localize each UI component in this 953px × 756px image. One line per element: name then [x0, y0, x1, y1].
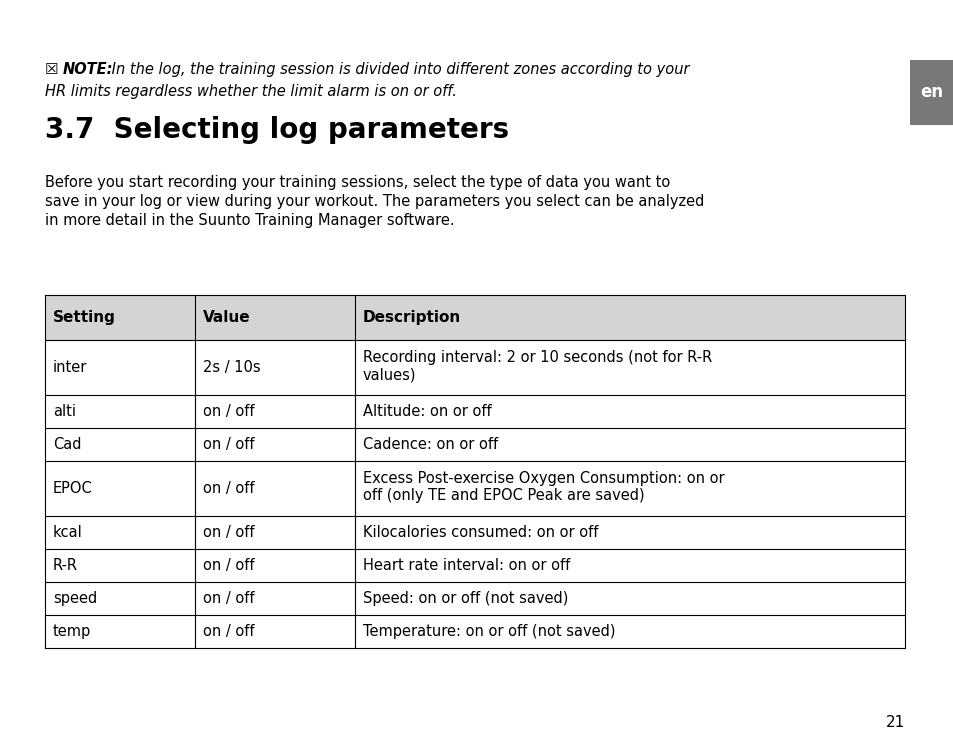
Text: 2s / 10s: 2s / 10s [203, 360, 260, 375]
Text: Temperature: on or off (not saved): Temperature: on or off (not saved) [363, 624, 615, 639]
Text: EPOC: EPOC [53, 481, 92, 496]
Text: Speed: on or off (not saved): Speed: on or off (not saved) [363, 591, 568, 606]
Text: on / off: on / off [203, 525, 254, 540]
Text: Kilocalories consumed: on or off: Kilocalories consumed: on or off [363, 525, 598, 540]
Text: off (only TE and EPOC Peak are saved): off (only TE and EPOC Peak are saved) [363, 488, 644, 503]
Text: on / off: on / off [203, 591, 254, 606]
Text: NOTE:: NOTE: [63, 62, 113, 77]
Text: kcal: kcal [53, 525, 83, 540]
Text: R-R: R-R [53, 558, 78, 573]
Text: ☒: ☒ [45, 62, 58, 77]
Text: inter: inter [53, 360, 88, 375]
Text: on / off: on / off [203, 404, 254, 419]
Text: in more detail in the Suunto Training Manager software.: in more detail in the Suunto Training Ma… [45, 213, 455, 228]
Text: on / off: on / off [203, 481, 254, 496]
Text: alti: alti [53, 404, 76, 419]
Text: Heart rate interval: on or off: Heart rate interval: on or off [363, 558, 570, 573]
Text: values): values) [363, 367, 416, 382]
Text: on / off: on / off [203, 624, 254, 639]
Text: Cad: Cad [53, 437, 81, 452]
Text: Excess Post-exercise Oxygen Consumption: on or: Excess Post-exercise Oxygen Consumption:… [363, 471, 724, 486]
Text: HR limits regardless whether the limit alarm is on or off.: HR limits regardless whether the limit a… [45, 84, 456, 99]
Text: Setting: Setting [53, 310, 115, 325]
Text: Value: Value [203, 310, 251, 325]
Text: on / off: on / off [203, 437, 254, 452]
Text: 21: 21 [884, 715, 904, 730]
FancyBboxPatch shape [45, 295, 904, 340]
Text: Altitude: on or off: Altitude: on or off [363, 404, 491, 419]
Text: temp: temp [53, 624, 91, 639]
Text: Before you start recording your training sessions, select the type of data you w: Before you start recording your training… [45, 175, 670, 190]
Text: Description: Description [363, 310, 460, 325]
Text: on / off: on / off [203, 558, 254, 573]
Text: 3.7  Selecting log parameters: 3.7 Selecting log parameters [45, 116, 509, 144]
Text: speed: speed [53, 591, 97, 606]
Text: Recording interval: 2 or 10 seconds (not for R-R: Recording interval: 2 or 10 seconds (not… [363, 350, 712, 365]
Text: save in your log or view during your workout. The parameters you select can be a: save in your log or view during your wor… [45, 194, 703, 209]
Text: en: en [920, 83, 943, 101]
Text: Cadence: on or off: Cadence: on or off [363, 437, 497, 452]
Text: In the log, the training session is divided into different zones according to yo: In the log, the training session is divi… [107, 62, 689, 77]
FancyBboxPatch shape [909, 60, 953, 125]
